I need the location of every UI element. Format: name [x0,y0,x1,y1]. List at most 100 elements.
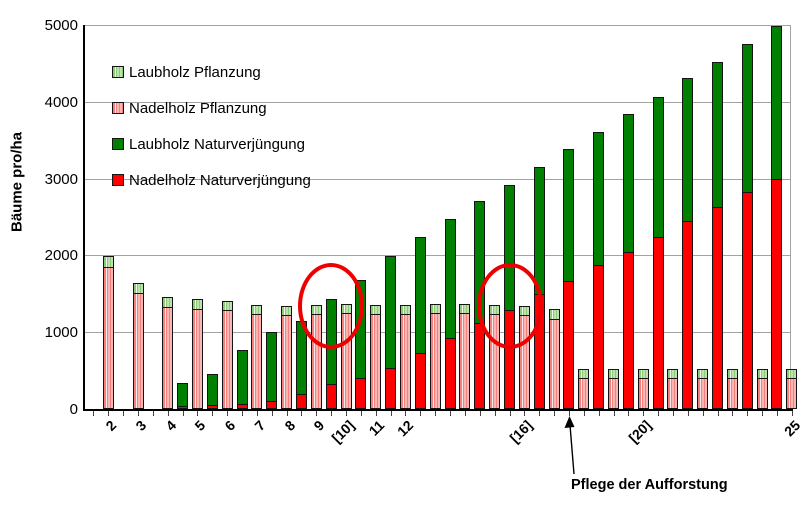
x-tick [687,411,689,416]
bar-stack [667,368,679,409]
plot-area [85,25,798,409]
segment-nadelholz-naturverjuengung [593,265,605,409]
bar-stack [518,305,530,409]
bar-stack [726,368,738,409]
x-axis-label: 8 [281,417,298,434]
bar-stack [310,304,322,409]
segment-laubholz-naturverjuengung [325,299,337,386]
segment-nadelholz-naturverjuengung [741,192,753,409]
segment-laubholz-naturverjuengung [444,218,456,340]
x-tick [450,411,452,416]
segment-nadelholz-pflanzung [786,377,798,409]
bar-stack [652,97,664,409]
segment-nadelholz-pflanzung [310,313,322,409]
segment-nadelholz-pflanzung [697,377,709,409]
x-axis-label: 5 [191,417,209,434]
legend-label: Nadelholz Naturverjüngung [129,171,311,189]
segment-nadelholz-pflanzung [429,313,441,409]
x-tick [509,411,511,416]
segment-nadelholz-naturverjuengung [712,207,724,409]
segment-laubholz-naturverjuengung [504,185,515,311]
x-tick [791,411,793,416]
segment-nadelholz-pflanzung [518,314,530,409]
x-tick [390,411,392,416]
segment-nadelholz-pflanzung [726,377,738,409]
x-tick [628,411,630,416]
x-axis-label: 11 [365,417,388,439]
segment-nadelholz-pflanzung [251,313,263,409]
bar-stack [712,62,724,409]
segment-laubholz-naturverjuengung [533,166,545,295]
bar-stack [325,299,337,409]
bar-stack [548,309,560,409]
legend-marker-icon [112,174,124,186]
x-tick [152,411,154,416]
legend-label: Nadelholz Pflanzung [129,99,267,117]
segment-nadelholz-naturverjuengung [414,352,426,409]
segment-nadelholz-pflanzung [281,315,293,409]
x-tick [435,411,437,416]
plot-right-border [790,25,791,409]
x-tick [405,411,407,416]
segment-nadelholz-pflanzung [370,314,382,409]
y-tick-label: 2000 [44,247,78,265]
x-axis-label: 6 [221,417,239,434]
segment-laubholz-naturverjuengung [741,43,753,194]
x-axis-label: 3 [132,417,150,434]
x-tick [539,411,541,416]
segment-nadelholz-pflanzung [489,313,501,409]
segment-laubholz-naturverjuengung [266,332,278,402]
x-tick [256,411,258,416]
bar-stack [266,332,278,409]
bar-stack [741,43,753,409]
x-tick [286,411,288,416]
bar-stack [191,299,203,409]
x-tick [643,411,645,416]
segment-laubholz-naturverjuengung [771,26,783,180]
x-tick [717,411,719,416]
segment-nadelholz-naturverjuengung [533,293,545,409]
bar-stack [786,368,798,409]
y-axis-title: Bäume pro/ha [8,131,26,232]
segment-nadelholz-pflanzung [756,377,768,409]
segment-laubholz-naturverjuengung [712,62,724,209]
bar-stack [771,26,783,409]
x-tick [554,411,556,416]
legend-label: Laubholz Naturverjüngung [129,135,305,153]
x-axis-label: 9 [310,417,328,434]
x-tick [316,411,318,416]
bar-stack [637,368,649,409]
gridline [85,25,791,26]
segment-nadelholz-naturverjuengung [325,384,337,409]
gridline [85,255,791,257]
segment-nadelholz-naturverjuengung [355,378,367,409]
segment-laubholz-naturverjuengung [563,148,575,282]
x-axis-label: 2 [102,417,120,434]
bar-stack [682,78,694,409]
legend-marker-icon [112,66,124,78]
x-tick [182,411,184,416]
bar-stack [355,280,367,409]
segment-nadelholz-naturverjuengung [385,368,397,409]
x-tick [568,411,570,416]
segment-nadelholz-naturverjuengung [563,280,575,409]
legend-item: Laubholz Naturverjüngung [112,135,305,153]
bar-stack [162,297,174,409]
x-tick [776,411,778,416]
bar-stack [459,303,471,409]
bar-stack [370,305,382,409]
x-tick [494,411,496,416]
segment-nadelholz-naturverjuengung [295,393,307,409]
segment-laubholz-naturverjuengung [385,256,397,370]
x-tick [464,411,466,416]
x-tick [702,411,704,416]
gridline [85,178,791,180]
bar-stack [340,304,352,409]
y-tick-label: 4000 [44,93,78,111]
legend-label: Laubholz Pflanzung [129,63,261,81]
x-axis-label: [20] [625,417,655,446]
bar-stack [756,368,768,409]
bar-stack [622,114,634,409]
bar-stack [177,383,189,409]
x-tick [672,411,674,416]
